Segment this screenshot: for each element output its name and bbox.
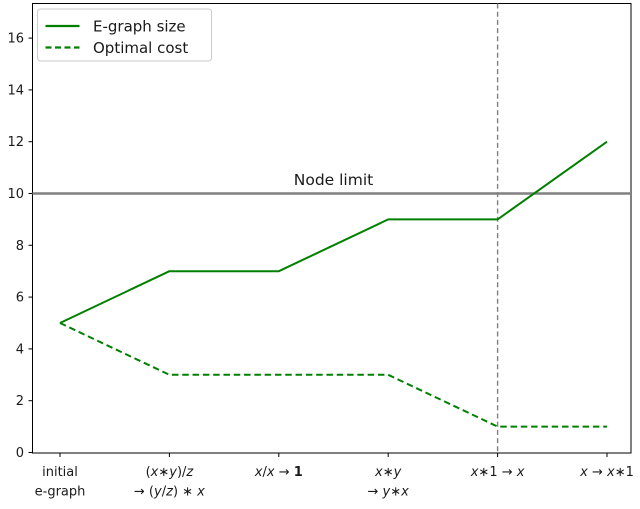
y-tick-label: 4	[16, 342, 24, 357]
legend-entry-label: Optimal cost	[93, 39, 188, 57]
plot-frame	[32, 3, 632, 454]
node-limit-label: Node limit	[294, 171, 373, 189]
legend-entry-label: E-graph size	[93, 18, 186, 36]
legend-box	[37, 8, 212, 62]
y-tick-label: 10	[7, 187, 24, 202]
x-tick-label: x → x∗1	[579, 465, 634, 480]
x-tick-label: e-graph	[35, 485, 86, 500]
y-tick-label: 0	[16, 446, 24, 461]
x-tick-label: x∗1 → x	[470, 465, 525, 480]
x-tick-label: (x∗y)/z	[146, 465, 195, 480]
x-tick-label: initial	[42, 465, 78, 480]
x-tick-label: x∗y	[374, 465, 402, 480]
x-tick-label: → y∗x	[368, 485, 410, 500]
e-graph-size-line	[59, 140, 608, 324]
y-tick-label: 16	[7, 32, 24, 47]
optimal-cost-line	[59, 322, 607, 428]
y-tick-label: 12	[7, 135, 24, 150]
x-tick-label: x/x → 1	[254, 465, 303, 480]
x-tick-label: → (y/z) ∗ x	[134, 485, 205, 500]
legend: E-graph size Optimal cost	[37, 8, 212, 62]
y-tick-label: 6	[16, 291, 24, 306]
y-tick-label: 2	[16, 394, 24, 409]
y-tick-label: 8	[16, 239, 24, 254]
y-tick-label: 14	[7, 83, 24, 98]
